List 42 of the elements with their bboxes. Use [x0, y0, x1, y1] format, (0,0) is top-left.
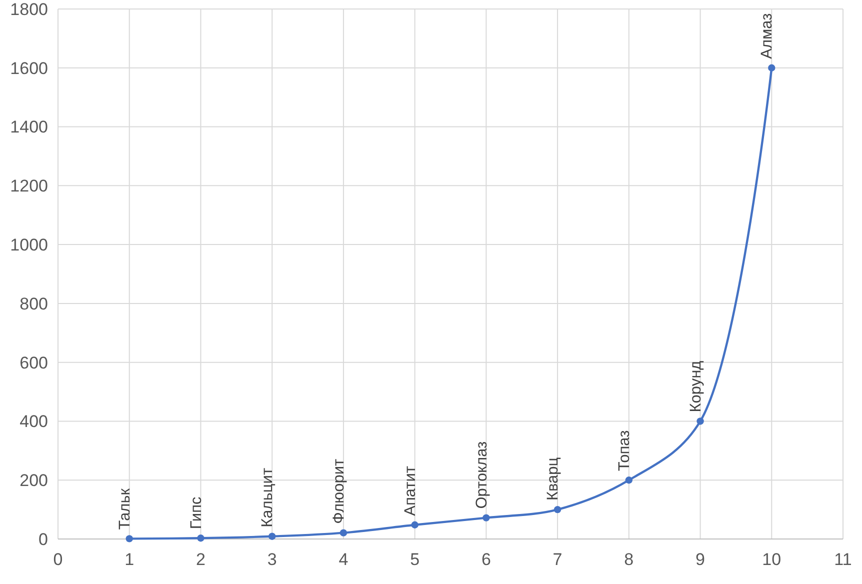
- point: [126, 535, 133, 542]
- annotation: Гипс: [188, 496, 205, 530]
- annotation: Топаз: [616, 430, 634, 472]
- y-tick-label: 1600: [10, 58, 48, 78]
- y-tick-label: 1400: [10, 118, 48, 137]
- annotation: Флюорит: [330, 458, 348, 524]
- annotation: Корунд: [687, 360, 704, 412]
- annotation: Кальцит: [259, 468, 276, 528]
- x-tick-label: 11: [834, 550, 852, 569]
- annotation: Ортоклаз: [473, 441, 490, 509]
- x-tick-label: 7: [552, 550, 562, 569]
- point: [268, 532, 276, 540]
- x-tick-label: 8: [624, 550, 634, 569]
- y-tick-label: 600: [20, 353, 48, 372]
- point: [696, 418, 704, 425]
- point: [554, 506, 562, 514]
- x-tick-label: 4: [338, 550, 348, 569]
- point: [197, 534, 204, 542]
- x-tick-label: 10: [762, 550, 782, 569]
- y-tick-label: 1000: [10, 236, 48, 255]
- x-tick-label: 9: [696, 550, 706, 569]
- y-tick-label: 0: [38, 530, 48, 549]
- x-tick-label: 2: [196, 550, 206, 569]
- x-tick-label: 3: [267, 550, 277, 569]
- x-tick-label: 1: [124, 550, 134, 569]
- y-tick-label: 1800: [10, 0, 48, 19]
- annotation: Тальк: [116, 488, 134, 530]
- annotation: Апатит: [402, 466, 419, 516]
- y-tick-label: 400: [20, 412, 48, 432]
- y-tick-label: 800: [20, 294, 48, 314]
- x-tick-label: 6: [481, 550, 491, 569]
- point: [411, 521, 418, 528]
- annotation: Алмаз: [758, 13, 776, 59]
- x-tick-label: 0: [53, 550, 63, 569]
- x-tick-label: 5: [410, 550, 420, 569]
- annotation: Кварц: [544, 457, 562, 501]
- y-tick-label: 1200: [10, 176, 48, 196]
- point: [340, 529, 348, 536]
- y-tick-label: 200: [20, 471, 48, 490]
- point: [482, 514, 490, 522]
- point: [625, 476, 633, 484]
- point: [768, 64, 776, 72]
